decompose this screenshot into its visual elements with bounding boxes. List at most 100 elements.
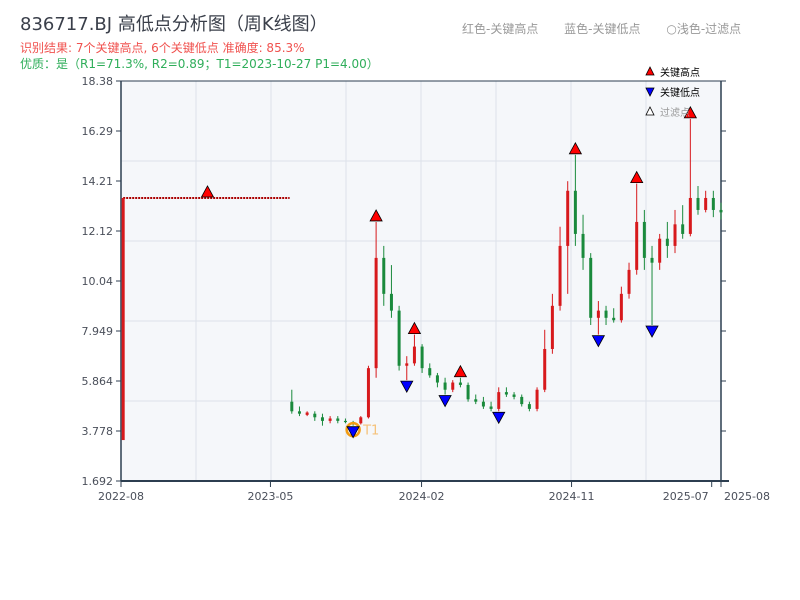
y-tick-label: 5.864	[82, 375, 114, 388]
candle-body	[374, 257, 378, 369]
candle-body	[581, 233, 585, 258]
candle-body	[704, 197, 708, 210]
note-red-high: 红色-关键高点	[462, 22, 539, 36]
candle-body	[297, 411, 301, 414]
candle-body	[650, 257, 654, 263]
candle-body	[466, 384, 470, 400]
candle-body	[566, 190, 570, 246]
candle-body	[420, 346, 424, 369]
candle-body	[290, 401, 294, 412]
key-low-marker	[400, 380, 414, 393]
candle-body	[719, 209, 723, 213]
candle-body	[121, 197, 125, 441]
x-tick-label: 2024-11	[549, 490, 595, 503]
y-tick-label: 10.04	[82, 275, 114, 288]
y-tick-label: 1.692	[82, 475, 114, 488]
candle-body	[642, 221, 646, 258]
x-tick-label: 2025-07	[663, 490, 709, 503]
candle-body	[673, 224, 677, 246]
candle-body	[681, 224, 685, 234]
candle-body	[527, 404, 531, 409]
candle-body	[336, 418, 340, 421]
key-high-marker	[630, 170, 644, 183]
candle-body	[412, 346, 416, 364]
key-high-marker	[407, 321, 422, 334]
candle-body	[382, 257, 386, 294]
candle-body	[627, 269, 631, 294]
key-high-marker	[453, 364, 468, 378]
candle-body	[696, 197, 700, 210]
candle-body	[328, 418, 332, 421]
candle-body	[305, 412, 309, 415]
legend-label: 过滤点	[660, 106, 690, 119]
y-tick-label: 7.949	[82, 325, 114, 338]
candle-body	[665, 238, 669, 246]
candle-body	[458, 382, 462, 385]
candle-body	[558, 245, 562, 306]
legend-label: 关键高点	[660, 66, 700, 79]
color-legend-note: 红色-关键高点 蓝色-关键低点 ○浅色-过滤点	[462, 20, 741, 37]
candle-body	[489, 406, 493, 409]
candle-body	[635, 221, 639, 270]
candle-body	[389, 293, 393, 311]
key-high-marker	[369, 209, 383, 222]
candle-body	[535, 389, 539, 409]
y-tick-label: 14.21	[82, 175, 114, 188]
quality-summary: 优质：是（R1=71.3%, R2=0.89；T1=2023-10-27 P1=…	[20, 57, 379, 71]
candle-body	[688, 197, 692, 234]
key-low-marker	[346, 426, 360, 439]
legend-marker-icon	[645, 66, 655, 76]
key-low-marker	[591, 335, 606, 348]
y-tick-label: 3.778	[82, 425, 114, 438]
key-low-marker	[645, 325, 659, 338]
y-tick-label: 12.12	[82, 225, 114, 238]
legend-marker-icon	[645, 106, 655, 116]
candle-body	[619, 293, 623, 321]
candle-body	[604, 310, 608, 318]
candle-body	[658, 238, 662, 263]
x-tick-label: 2024-02	[399, 490, 445, 503]
candle-body	[504, 392, 508, 395]
candle-body	[481, 401, 485, 407]
key-high-marker	[568, 141, 583, 155]
candle-body	[359, 417, 363, 424]
t1-label: T1	[362, 424, 379, 439]
x-tick-label: 2023-05	[247, 490, 293, 503]
candle-body	[435, 375, 439, 383]
candle-body	[512, 394, 516, 397]
note-blue-low: 蓝色-关键低点	[564, 22, 641, 36]
candle-body	[451, 382, 455, 390]
candle-body	[550, 305, 554, 349]
candle-body	[343, 420, 347, 423]
candle-body	[405, 363, 409, 366]
candle-body	[573, 190, 577, 234]
legend-label: 关键低点	[660, 86, 700, 99]
legend-marker-icon	[645, 87, 655, 97]
candle-body	[443, 382, 447, 390]
candle-body	[589, 257, 593, 318]
candle-body	[543, 348, 547, 390]
y-tick-label: 18.38	[82, 75, 114, 88]
candle-body	[320, 417, 324, 421]
candle-body	[497, 392, 501, 409]
key-high-marker	[683, 106, 698, 119]
result-summary: 识别结果: 7个关键高点, 6个关键低点 准确度: 85.3%	[20, 41, 305, 55]
candle-body	[711, 197, 715, 210]
key-low-marker	[492, 411, 506, 425]
candle-body	[397, 310, 401, 366]
key-low-marker	[438, 395, 452, 408]
candle-body	[428, 368, 432, 376]
x-tick-label: 2022-08	[98, 490, 144, 503]
page-title: 836717.BJ 高低点分析图（周K线图）	[20, 14, 328, 35]
candle-body	[313, 413, 317, 418]
candle-body	[474, 399, 478, 402]
candle-body	[612, 317, 616, 321]
candle-body	[520, 396, 524, 405]
key-high-marker	[200, 185, 215, 198]
y-tick-label: 16.29	[82, 125, 114, 138]
note-filtered: ○浅色-过滤点	[666, 22, 742, 36]
candle-body	[596, 310, 600, 318]
x-tick-label: 2025-08	[724, 490, 770, 503]
